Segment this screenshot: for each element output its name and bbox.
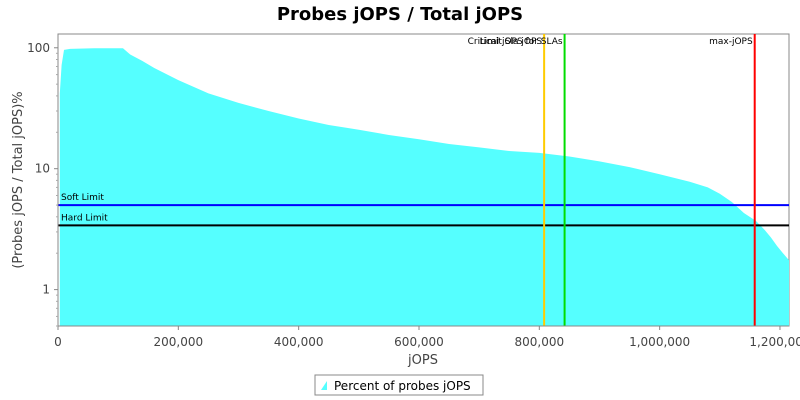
y-tick-label-0: 1 — [42, 283, 50, 297]
x-tick-label-1: 200,000 — [154, 335, 204, 349]
y-tick-label-2: 100 — [27, 41, 50, 55]
vmarker-label-1: Critical jOPS for SLAs — [468, 37, 563, 47]
legend-swatch — [321, 381, 327, 390]
horizontal-lines: Soft Limit Hard Limit — [58, 193, 789, 227]
y-axis: 1 10 100 — [27, 34, 59, 327]
plot-area: Soft Limit Hard Limit Limit Sla jOPSCriti… — [57, 33, 790, 327]
x-tick-label-5: 1,000,000 — [629, 335, 690, 349]
legend-box — [314, 374, 484, 396]
y-tick-label-1: 10 — [35, 162, 50, 176]
y-axis-label: (Probes jOPS / Total jOPS)% — [11, 91, 26, 268]
legend: Percent of probes jOPS — [314, 374, 484, 396]
x-tick-label-0: 0 — [54, 335, 62, 349]
x-tick-label-2: 400,000 — [274, 335, 324, 349]
x-tick-label-6: 1,200,000 — [749, 335, 800, 349]
x-axis: 0 200,000 400,000 600,000 800,000 1,000,000 1,… — [54, 325, 800, 349]
hline-label-0: Soft Limit — [61, 193, 104, 203]
legend-label: Percent of probes jOPS — [334, 379, 471, 393]
x-tick-label-4: 800,000 — [515, 335, 565, 349]
vmarker-label-2: max-jOPS — [709, 37, 753, 47]
x-tick-label-3: 600,000 — [394, 335, 444, 349]
series-area — [59, 48, 790, 327]
chart-title: Probes jOPS / Total jOPS — [277, 4, 523, 25]
hline-label-1: Hard Limit — [61, 213, 108, 223]
x-axis-label: jOPS — [407, 353, 438, 368]
vmarker-label-0: Limit Sla jOPS — [480, 37, 543, 47]
